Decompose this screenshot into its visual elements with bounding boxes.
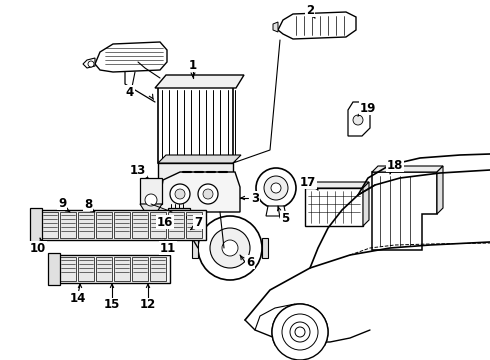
Text: 3: 3	[251, 192, 259, 204]
Circle shape	[295, 327, 305, 337]
Bar	[132, 212, 148, 238]
Polygon shape	[155, 75, 244, 88]
Bar	[42, 212, 58, 238]
Text: 15: 15	[104, 298, 120, 311]
Bar	[186, 212, 202, 238]
Text: 8: 8	[84, 198, 92, 211]
Text: 18: 18	[387, 158, 403, 171]
Bar	[132, 257, 148, 281]
Circle shape	[256, 168, 296, 208]
Bar	[168, 208, 190, 222]
Polygon shape	[273, 22, 278, 32]
Bar	[140, 178, 162, 204]
Text: 4: 4	[126, 86, 134, 99]
Circle shape	[264, 176, 288, 200]
Text: 16: 16	[157, 216, 173, 229]
Polygon shape	[305, 182, 369, 188]
Circle shape	[282, 314, 318, 350]
Bar	[78, 212, 94, 238]
Circle shape	[170, 184, 190, 204]
Bar	[168, 212, 184, 238]
Bar	[178, 212, 194, 224]
Circle shape	[175, 189, 185, 199]
Bar	[150, 257, 166, 281]
Polygon shape	[95, 42, 167, 72]
Bar	[114, 257, 130, 281]
Bar	[60, 212, 76, 238]
Text: 1: 1	[189, 59, 197, 72]
Circle shape	[203, 189, 213, 199]
Circle shape	[145, 194, 157, 206]
Circle shape	[272, 304, 328, 360]
Polygon shape	[158, 78, 241, 163]
Text: 14: 14	[70, 292, 86, 305]
Polygon shape	[266, 206, 286, 216]
Text: 10: 10	[30, 242, 46, 255]
Circle shape	[210, 228, 250, 268]
Polygon shape	[437, 166, 443, 214]
Bar	[78, 257, 94, 281]
Text: 13: 13	[130, 163, 146, 176]
Text: 6: 6	[246, 256, 254, 269]
Bar	[58, 255, 170, 283]
Bar	[48, 253, 60, 285]
Circle shape	[222, 240, 238, 256]
Text: 2: 2	[306, 4, 314, 17]
Bar	[60, 257, 76, 281]
Circle shape	[88, 61, 94, 67]
Text: 17: 17	[300, 176, 316, 189]
Bar	[114, 212, 130, 238]
Text: 19: 19	[360, 102, 376, 114]
Bar	[96, 257, 112, 281]
Bar	[150, 212, 166, 238]
Text: 5: 5	[281, 212, 289, 225]
Polygon shape	[158, 172, 240, 212]
Circle shape	[271, 183, 281, 193]
Bar	[40, 210, 206, 240]
Polygon shape	[83, 58, 95, 68]
Circle shape	[198, 216, 262, 280]
Circle shape	[290, 322, 310, 342]
Text: 12: 12	[140, 298, 156, 311]
Bar	[96, 212, 112, 238]
Polygon shape	[158, 155, 241, 163]
Text: 7: 7	[194, 216, 202, 229]
Bar	[305, 188, 363, 226]
Bar	[158, 163, 233, 181]
Polygon shape	[363, 182, 369, 226]
Polygon shape	[278, 12, 356, 39]
Polygon shape	[140, 204, 162, 212]
Text: 9: 9	[58, 197, 66, 210]
Polygon shape	[192, 238, 198, 258]
Polygon shape	[372, 172, 437, 250]
Polygon shape	[372, 166, 443, 172]
Polygon shape	[262, 238, 268, 258]
Circle shape	[198, 184, 218, 204]
Polygon shape	[348, 102, 370, 136]
Text: 11: 11	[160, 242, 176, 255]
Circle shape	[353, 115, 363, 125]
Bar	[30, 208, 42, 242]
